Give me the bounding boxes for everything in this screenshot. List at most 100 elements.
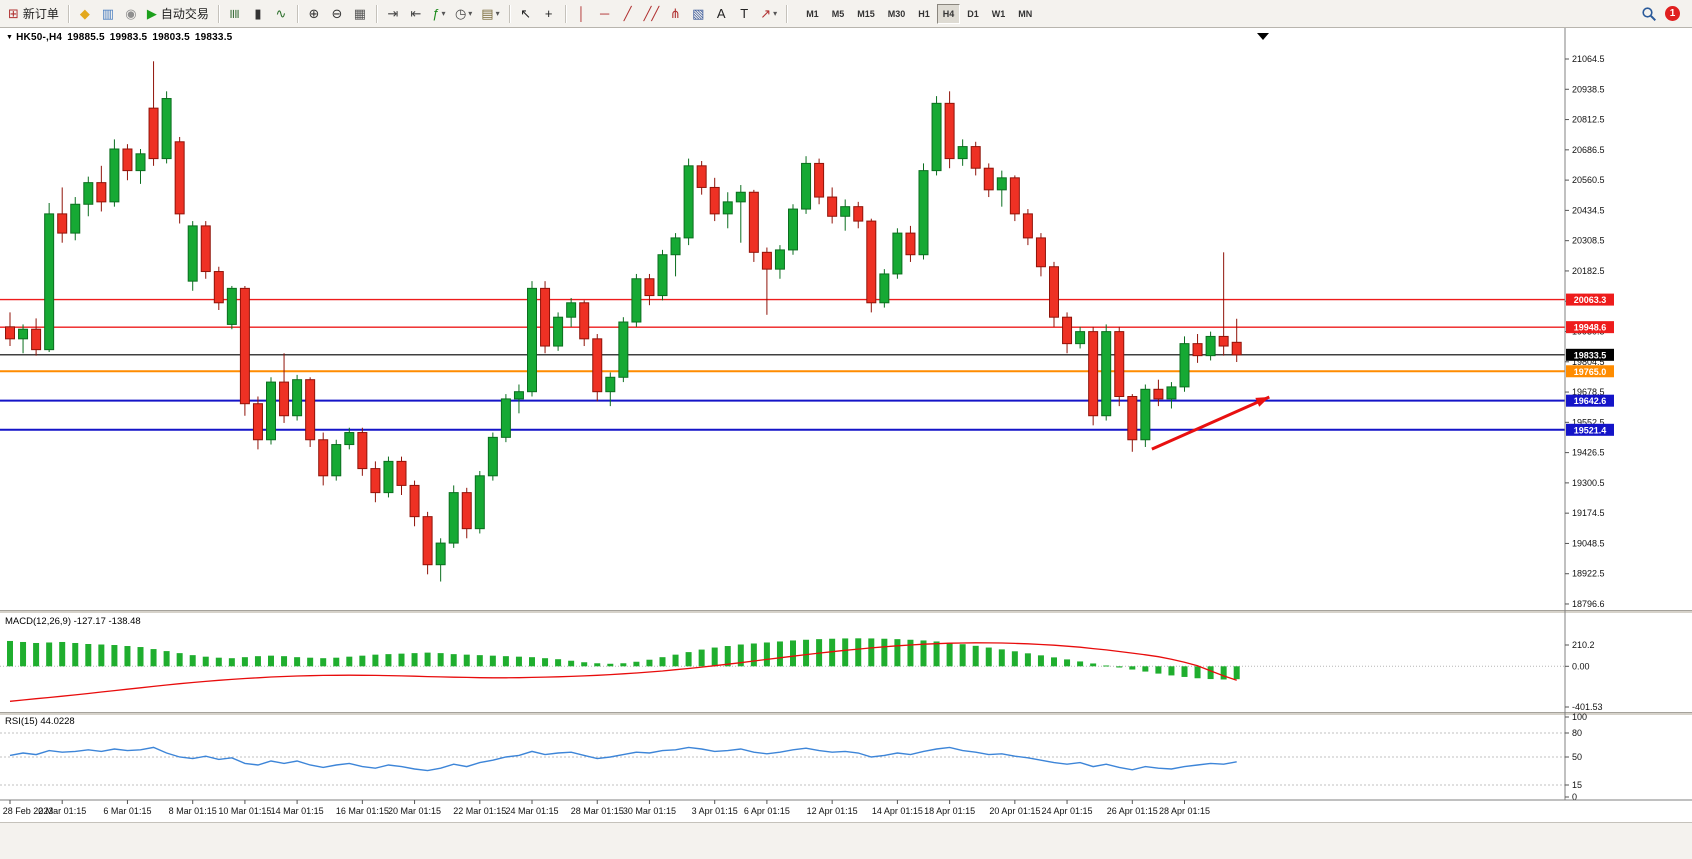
chart-shift-marker[interactable]: [1257, 33, 1269, 40]
search-icon[interactable]: [1641, 6, 1657, 22]
svg-text:24 Apr 01:15: 24 Apr 01:15: [1042, 806, 1093, 816]
webinars-icon: ◉: [125, 5, 137, 21]
cursor-icon: ↖: [520, 5, 532, 21]
new-order-button[interactable]: ⊞ 新订单: [4, 3, 63, 25]
tile-windows-icon: ▦: [353, 5, 367, 21]
vertical-line-button[interactable]: │: [571, 3, 593, 25]
svg-text:100: 100: [1572, 712, 1587, 722]
svg-text:3 Apr 01:15: 3 Apr 01:15: [692, 806, 738, 816]
auto-scroll-button[interactable]: ⇥: [382, 3, 404, 25]
chevron-down-icon: ▾: [773, 9, 778, 18]
price-badge: [1566, 321, 1614, 334]
svg-text:19678.5: 19678.5: [1572, 387, 1605, 397]
text-label-icon: T: [740, 6, 749, 21]
svg-text:19300.5: 19300.5: [1572, 478, 1605, 488]
timeframe-h1-button[interactable]: H1: [918, 8, 930, 19]
indicators-icon: ƒ: [432, 6, 440, 21]
text-label-button[interactable]: T: [733, 3, 755, 25]
mql5-community-button[interactable]: ◆: [74, 3, 96, 25]
toolbar-separator: [786, 4, 788, 23]
indicators-button[interactable]: ƒ ▾: [428, 3, 450, 25]
timeframe-m1-button[interactable]: M1: [806, 8, 819, 19]
zoom-out-button[interactable]: ⊖: [326, 3, 348, 25]
trend-arrow-annotation[interactable]: [1151, 395, 1270, 451]
svg-text:6 Apr 01:15: 6 Apr 01:15: [744, 806, 790, 816]
svg-text:12 Apr 01:15: 12 Apr 01:15: [807, 806, 858, 816]
line-chart-icon: ∿: [275, 5, 287, 21]
window-bottom-strip: [0, 822, 1692, 859]
svg-text:19765.0: 19765.0: [1574, 367, 1607, 377]
chart-area[interactable]: 21064.5 20938.5 20812.5 20686.5 20560.5 20434…: [0, 28, 1692, 859]
templates-button[interactable]: ▤ ▾: [477, 3, 503, 25]
timeframe-h4-button[interactable]: H4: [936, 3, 961, 24]
toolbar-right-group: 1: [1641, 6, 1688, 22]
text-button[interactable]: A: [710, 3, 732, 25]
trendline-button[interactable]: ╱: [617, 3, 639, 25]
macd-signal-line: [9, 642, 1237, 702]
timeframe-m15-button[interactable]: M15: [857, 8, 875, 19]
cursor-button[interactable]: ↖: [515, 3, 537, 25]
timeframe-mn-button[interactable]: MN: [1018, 8, 1033, 19]
candles: [5, 61, 1242, 582]
shapes-icon: ▧: [692, 5, 705, 21]
ohlc-open: 19885.5: [67, 32, 105, 43]
equidistant-channel-icon: ╱╱: [643, 5, 660, 21]
trendline-icon: ╱: [623, 5, 632, 21]
line-chart-button[interactable]: ∿: [270, 3, 292, 25]
svg-text:24 Mar 01:15: 24 Mar 01:15: [505, 806, 558, 816]
timeframe-w1-button[interactable]: W1: [991, 8, 1006, 19]
svg-text:14 Apr 01:15: 14 Apr 01:15: [872, 806, 923, 816]
zoom-in-button[interactable]: ⊕: [303, 3, 325, 25]
new-order-label: 新订单: [22, 7, 59, 21]
auto-trading-button[interactable]: ▶ 自动交易: [143, 3, 213, 25]
webinars-button[interactable]: ◉: [120, 3, 142, 25]
horizontal-line-icon: ─: [600, 6, 610, 21]
svg-text:28 Feb 2023: 28 Feb 2023: [3, 806, 54, 816]
pane-separator[interactable]: [0, 712, 1692, 716]
equidistant-channel-button[interactable]: ╱╱: [640, 3, 664, 25]
svg-text:30 Mar 01:15: 30 Mar 01:15: [623, 806, 676, 816]
candlestick-chart-button[interactable]: ▮: [247, 3, 269, 25]
arrows-button[interactable]: ↗ ▾: [756, 3, 781, 25]
price-badge: [1566, 394, 1614, 407]
charts-gallery-button[interactable]: ▥: [97, 3, 119, 25]
horizontal-line-button[interactable]: ─: [594, 3, 616, 25]
timeframe-d1-button[interactable]: D1: [967, 8, 979, 19]
pane-separator[interactable]: [0, 610, 1692, 614]
bar-chart-button[interactable]: ≣: [224, 3, 246, 25]
chart-symbol-header[interactable]: ▼ HK50-,H4 19885.5 19983.5 19803.5 19833.5: [6, 32, 232, 43]
svg-text:21064.5: 21064.5: [1572, 54, 1605, 64]
timeframe-m30-button[interactable]: M30: [887, 8, 906, 19]
price-badge: [1566, 423, 1614, 436]
svg-text:20182.5: 20182.5: [1572, 266, 1605, 276]
fibonacci-button[interactable]: ⋔: [664, 3, 686, 25]
periods-button[interactable]: ◷ ▾: [451, 3, 476, 25]
crosshair-button[interactable]: +: [538, 3, 560, 25]
ohlc-high: 19983.5: [109, 32, 148, 43]
timeframe-toolbar: M1 M5 M15 M30 H1 H4 D1 W1 MN: [800, 3, 1038, 24]
svg-text:80: 80: [1572, 728, 1582, 738]
price-axis[interactable]: 21064.5 20938.5 20812.5 20686.5 20560.5 20434…: [1564, 28, 1614, 802]
price-badge: [1566, 293, 1614, 306]
svg-text:19048.5: 19048.5: [1572, 538, 1605, 548]
collapse-triangle-icon[interactable]: ▼: [6, 34, 14, 41]
toolbar-buttons-group: ⊞ 新订单 ◆ ▥ ◉ ▶ 自动交易 ≣ ▮ ∿ ⊕ ⊖ ▦ ⇥ ⇤ ƒ ▾ ◷ ▾ ▤ ▾ ↖ + │ ─ ╱ ╱╱ ⋔ ▧ A T ↗ ▾: [4, 3, 791, 25]
zoom-in-icon: ⊕: [308, 5, 320, 21]
svg-text:18796.6: 18796.6: [1572, 599, 1605, 609]
chart-shift-button[interactable]: ⇤: [405, 3, 427, 25]
tile-windows-button[interactable]: ▦: [349, 3, 371, 25]
rsi-panel: [0, 732, 1565, 786]
notification-badge[interactable]: 1: [1665, 6, 1680, 21]
toolbar-separator: [375, 4, 377, 23]
svg-text:15: 15: [1572, 780, 1582, 790]
bar-chart-icon: ≣: [227, 8, 243, 19]
chevron-down-icon: ▾: [468, 9, 473, 18]
crosshair-icon: +: [544, 6, 553, 21]
ohlc-close: 19833.5: [194, 32, 233, 43]
shapes-button[interactable]: ▧: [687, 3, 709, 25]
svg-text:10 Mar 01:15: 10 Mar 01:15: [218, 806, 271, 816]
periods-icon: ◷: [454, 5, 467, 21]
timeframe-m5-button[interactable]: M5: [831, 8, 845, 19]
svg-text:20 Apr 01:15: 20 Apr 01:15: [989, 806, 1040, 816]
